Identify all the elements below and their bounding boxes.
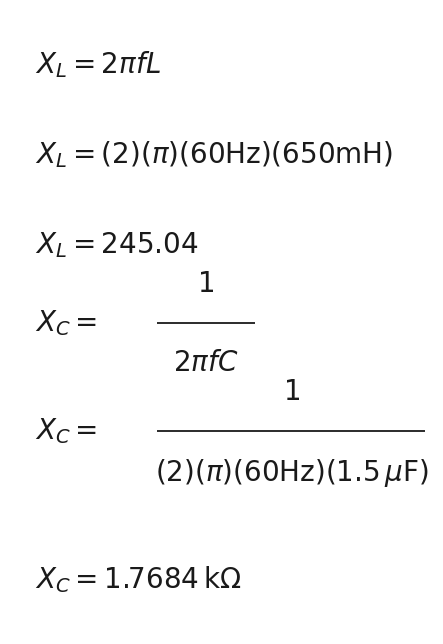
Text: $X_C = 1.7684\,\mathrm{k\Omega}$: $X_C = 1.7684\,\mathrm{k\Omega}$: [35, 564, 242, 595]
Text: $1$: $1$: [283, 378, 300, 406]
Text: $X_L = (2)(\pi)(60\mathrm{Hz})(650\mathrm{mH})$: $X_L = (2)(\pi)(60\mathrm{Hz})(650\mathr…: [35, 139, 393, 170]
Text: $2\pi fC$: $2\pi fC$: [173, 349, 239, 377]
Text: $(2)(\pi)(60\mathrm{Hz})(1.5\,\mu\mathrm{F})$: $(2)(\pi)(60\mathrm{Hz})(1.5\,\mu\mathrm…: [155, 457, 428, 489]
Text: $X_C =$: $X_C =$: [35, 417, 98, 446]
Text: $X_L = 2\pi fL$: $X_L = 2\pi fL$: [35, 49, 161, 80]
Text: $X_C =$: $X_C =$: [35, 308, 98, 338]
Text: $1$: $1$: [198, 270, 214, 298]
Text: $X_L = 245.04$: $X_L = 245.04$: [35, 230, 199, 260]
